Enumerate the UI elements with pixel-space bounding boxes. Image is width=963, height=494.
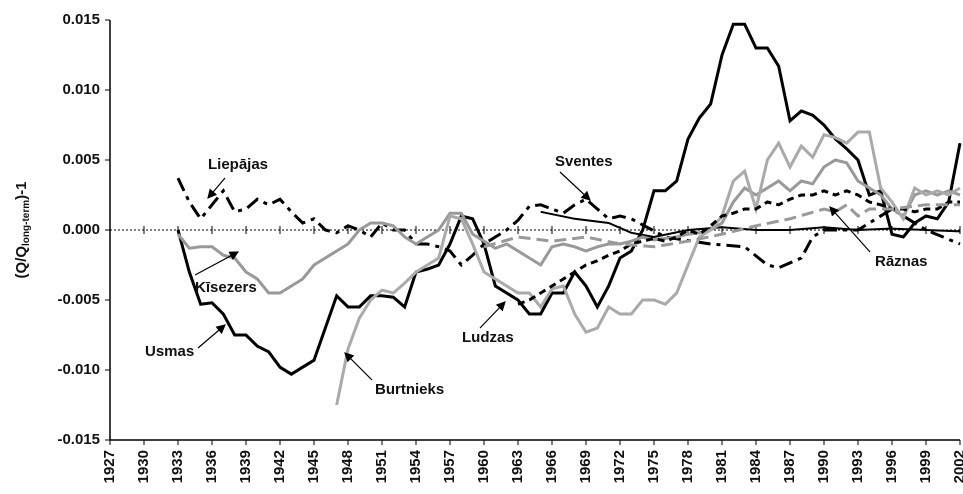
label-arrow <box>479 301 506 329</box>
x-tick-label: 1948 <box>339 450 356 483</box>
x-tick-label: 1975 <box>645 450 662 483</box>
y-tick-label: -0.015 <box>57 431 100 448</box>
x-tick-label: 1954 <box>407 449 424 483</box>
label-arrow <box>829 206 871 253</box>
series-line <box>517 189 960 306</box>
series-label: Burtnieks <box>375 381 444 398</box>
x-tick-label: 1990 <box>815 450 832 483</box>
series-line <box>335 130 961 406</box>
x-tick-label: 1972 <box>611 450 628 483</box>
y-tick-label: -0.005 <box>57 291 100 308</box>
y-axis-label: (Q/Qlong-term)-1 <box>13 182 32 279</box>
x-tick-label: 1978 <box>679 450 696 483</box>
label-arrow <box>194 251 240 276</box>
x-tick-label: 1930 <box>135 450 152 483</box>
series-line <box>483 202 960 249</box>
x-tick-label: 1999 <box>917 450 934 483</box>
x-tick-label: 1969 <box>577 450 594 483</box>
x-tick-label: 2002 <box>951 450 963 483</box>
label-arrow <box>207 177 226 199</box>
x-tick-label: 1984 <box>747 449 764 483</box>
x-tick-label: 1933 <box>169 450 186 483</box>
series-label: Usmas <box>145 343 194 360</box>
x-tick-label: 1963 <box>509 450 526 483</box>
series-label: Liepājas <box>208 156 268 173</box>
x-tick-label: 1942 <box>271 450 288 483</box>
y-tick-label: 0.015 <box>62 11 100 28</box>
series-line <box>176 22 962 376</box>
series-label: Rāznas <box>875 253 928 270</box>
x-tick-label: 1987 <box>781 450 798 483</box>
x-tick-label: 1966 <box>543 450 560 483</box>
x-tick-label: 1996 <box>883 450 900 483</box>
x-tick-label: 1927 <box>101 450 118 483</box>
label-arrow <box>559 171 591 201</box>
x-tick-label: 1951 <box>373 450 390 483</box>
x-tick-label: 1957 <box>441 450 458 483</box>
y-tick-label: 0.010 <box>62 81 100 98</box>
series-line <box>176 177 961 270</box>
x-tick-label: 1939 <box>237 450 254 483</box>
x-tick-label: 1936 <box>203 450 220 483</box>
series-line <box>176 158 961 295</box>
y-tick-label: -0.010 <box>57 361 100 378</box>
y-tick-label: 0.000 <box>62 221 100 238</box>
series-label: Kīsezers <box>195 279 257 296</box>
y-tick-label: 0.005 <box>62 151 100 168</box>
label-arrow <box>344 352 373 381</box>
x-tick-label: 1993 <box>849 450 866 483</box>
x-tick-label: 1960 <box>475 450 492 483</box>
label-arrow <box>197 324 226 349</box>
x-tick-label: 1981 <box>713 450 730 483</box>
series-label: Ludzas <box>462 329 514 346</box>
series-label: Sventes <box>555 153 613 170</box>
x-tick-label: 1945 <box>305 450 322 483</box>
